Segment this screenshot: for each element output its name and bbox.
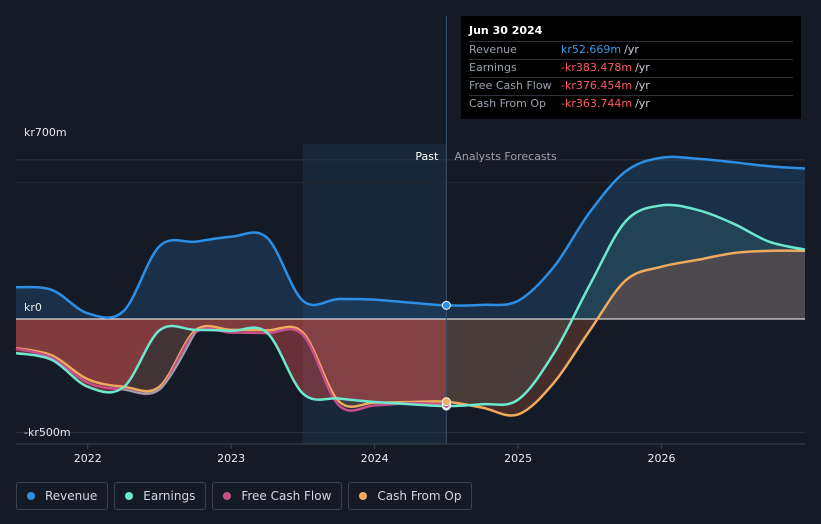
past-highlight <box>302 144 447 444</box>
negative-area <box>446 250 805 416</box>
x-tick-label: 2024 <box>361 452 389 465</box>
series-area <box>16 250 805 416</box>
tooltip-unit: /yr <box>635 79 650 92</box>
legend-label: Free Cash Flow <box>241 489 332 503</box>
x-tick-label: 2023 <box>217 452 245 465</box>
marker-revenue <box>441 300 451 310</box>
legend-dot-icon <box>223 492 232 500</box>
y-tick-label: -kr500m <box>24 426 71 439</box>
tooltip-unit: /yr <box>635 61 650 74</box>
tooltip-date: Jun 30 2024 <box>469 24 543 37</box>
tooltip-label: Cash From Op <box>469 97 547 110</box>
gridlines <box>16 159 805 445</box>
tooltip-unit: /yr <box>624 43 639 56</box>
series-area <box>16 156 805 319</box>
legend-dot-icon <box>27 492 35 500</box>
markers <box>441 300 451 411</box>
legend-item-earnings[interactable]: Earnings <box>114 482 207 510</box>
y-tick-label: kr0 <box>24 301 42 314</box>
series-lines <box>15 155 806 417</box>
marker-cash-from-op <box>441 397 451 407</box>
tooltip-label: Revenue <box>469 43 517 56</box>
series-area <box>16 204 805 407</box>
tooltip-label: Earnings <box>469 61 517 74</box>
series-line-free-cash-flow <box>15 327 447 412</box>
x-tick-label: 2025 <box>504 452 532 465</box>
tooltip-row: Earnings -kr383.478m /yr <box>469 59 793 77</box>
x-tick-label: 2026 <box>648 452 676 465</box>
series-line-revenue <box>15 155 806 319</box>
series-line-earnings <box>15 203 806 408</box>
tooltip-row: Revenue kr52.669m /yr <box>469 41 793 59</box>
tooltip-value: -kr376.454m <box>561 79 633 92</box>
series-line-faded <box>123 332 197 395</box>
tooltip-label: Free Cash Flow <box>469 79 552 92</box>
legend-label: Earnings <box>143 489 196 503</box>
tooltip-row: Free Cash Flow -kr376.454m /yr <box>469 77 793 95</box>
y-tick-label: kr700m <box>24 126 67 139</box>
legend-item-free-cash-flow[interactable]: Free Cash Flow <box>212 482 343 510</box>
legend-item-revenue[interactable]: Revenue <box>16 482 109 510</box>
tooltip-value: -kr383.478m <box>561 61 633 74</box>
x-tick-label: 2022 <box>74 452 102 465</box>
legend: Revenue Earnings Free Cash Flow Cash Fro… <box>16 482 473 512</box>
tooltip-value: -kr363.744m <box>561 97 633 110</box>
tooltip-unit: /yr <box>635 97 650 110</box>
tooltip-value: kr52.669m <box>561 43 622 56</box>
tooltip: Jun 30 2024 Revenue kr52.669m /yr Earnin… <box>461 16 801 119</box>
negative-area <box>16 319 447 407</box>
legend-dot-icon <box>359 492 368 500</box>
legend-dot-icon <box>125 492 134 500</box>
legend-label: Revenue <box>45 489 98 503</box>
past-label: Past <box>415 150 439 163</box>
legend-label: Cash From Op <box>377 489 462 503</box>
forecast-label: Analysts Forecasts <box>454 150 557 163</box>
axis-ticks: 2022 2023 2024 2025 2026 <box>74 444 676 465</box>
legend-item-cash-from-op[interactable]: Cash From Op <box>348 482 473 510</box>
tooltip-row: Cash From Op -kr363.744m /yr <box>469 95 793 113</box>
series-areas <box>16 156 805 416</box>
